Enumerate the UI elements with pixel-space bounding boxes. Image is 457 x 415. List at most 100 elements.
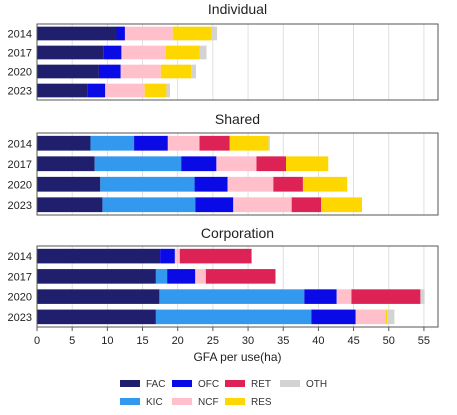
- bar-shared-2014-oth: [268, 135, 270, 151]
- bar-individual-2014-res: [172, 26, 212, 41]
- ytick-label-corporation-2020: 2020: [8, 292, 32, 304]
- bar-individual-2023-oth: [166, 83, 170, 98]
- panel-title-corporation: Corporation: [201, 225, 274, 241]
- bar-shared-2023-ret: [291, 197, 322, 213]
- bar-shared-2014-kic: [90, 135, 135, 151]
- ytick-label-shared-2023: 2023: [8, 200, 32, 212]
- legend-swatch-res: [225, 398, 245, 405]
- xtick-label-15: 15: [136, 335, 148, 347]
- bar-shared-2017-kic: [94, 156, 182, 172]
- bar-individual-2023-res: [144, 83, 167, 98]
- panel-frame-corporation: [36, 245, 439, 328]
- bar-individual-2023-ofc: [87, 83, 106, 98]
- legend-swatch-oth: [280, 380, 300, 387]
- xtick-label-0: 0: [34, 335, 40, 347]
- bar-corporation-2017-ret: [205, 269, 276, 284]
- bar-corporation-2017-fac: [37, 269, 156, 284]
- bar-individual-2017-fac: [37, 45, 104, 60]
- ytick-label-shared-2017: 2017: [8, 159, 32, 171]
- bar-shared-2020-kic: [100, 176, 195, 192]
- legend-label-ncf: NCF: [198, 397, 219, 408]
- ytick-label-shared-2020: 2020: [8, 179, 32, 191]
- bar-individual-2017-ncf: [121, 45, 166, 60]
- bar-shared-2020-ret: [273, 176, 303, 192]
- bar-corporation-2020-ofc: [304, 289, 337, 304]
- bar-shared-2014-fac: [37, 135, 91, 151]
- ytick-label-shared-2014: 2014: [8, 138, 32, 150]
- bar-individual-2014-oth: [211, 26, 218, 41]
- bar-corporation-2020-ret: [351, 289, 421, 304]
- bar-shared-2014-res: [229, 135, 269, 151]
- bar-corporation-2023-fac: [37, 309, 156, 325]
- bar-individual-2020-res: [160, 64, 192, 79]
- bar-corporation-2023-res: [385, 309, 388, 325]
- xtick-label-10: 10: [101, 335, 113, 347]
- xtick-label-20: 20: [172, 335, 184, 347]
- bar-shared-2017-ofc: [181, 156, 217, 172]
- legend-label-oth: OTH: [306, 379, 327, 390]
- bar-shared-2023-kic: [102, 197, 196, 213]
- ytick-label-corporation-2017: 2017: [8, 271, 32, 283]
- bar-corporation-2017-ofc: [167, 269, 196, 284]
- xtick-label-25: 25: [207, 335, 219, 347]
- bar-shared-2023-fac: [37, 197, 103, 213]
- ytick-label-corporation-2014: 2014: [8, 251, 32, 263]
- bar-shared-2017-ncf: [216, 156, 257, 172]
- xtick-label-5: 5: [69, 335, 75, 347]
- bar-shared-2014-ret: [199, 135, 230, 151]
- legend-label-ret: RET: [251, 379, 271, 390]
- legend-label-res: RES: [251, 397, 272, 408]
- bar-corporation-2014-fac: [37, 248, 161, 264]
- bar-corporation-2020-kic: [159, 289, 305, 304]
- legend-swatch-kic: [120, 398, 140, 405]
- legend-swatch-fac: [120, 380, 140, 387]
- xtick-label-30: 30: [242, 335, 254, 347]
- legend-swatch-ret: [225, 380, 245, 387]
- bar-shared-2023-res: [321, 197, 363, 213]
- bar-corporation-2017-ncf: [195, 269, 206, 284]
- xtick-label-35: 35: [277, 335, 289, 347]
- legend-label-ofc: OFC: [198, 379, 219, 390]
- bar-individual-2017-res: [165, 45, 200, 60]
- bar-corporation-2023-ncf: [355, 309, 386, 325]
- bar-shared-2020-ofc: [194, 176, 228, 192]
- bar-corporation-2020-ncf: [336, 289, 352, 304]
- bar-corporation-2023-kic: [155, 309, 312, 325]
- ytick-label-corporation-2023: 2023: [8, 312, 32, 324]
- bar-corporation-2014-ncf: [174, 248, 180, 264]
- bar-corporation-2023-oth: [387, 309, 395, 325]
- bar-individual-2014-fac: [37, 26, 117, 41]
- ytick-label-individual-2017: 2017: [8, 48, 32, 60]
- legend-swatch-ncf: [172, 398, 192, 405]
- bar-individual-2014-ncf: [124, 26, 173, 41]
- panel-title-shared: Shared: [215, 111, 260, 127]
- xtick-label-45: 45: [347, 335, 359, 347]
- bar-individual-2020-fac: [37, 64, 99, 79]
- bar-corporation-2017-kic: [155, 269, 168, 284]
- bar-individual-2014-ofc: [116, 26, 125, 41]
- bar-individual-2020-oth: [191, 64, 196, 79]
- bar-shared-2014-ncf: [167, 135, 200, 151]
- panel-frame-shared: [36, 132, 439, 216]
- bar-shared-2020-fac: [37, 176, 101, 192]
- bar-shared-2017-res: [286, 156, 329, 172]
- bar-corporation-2014-ofc: [160, 248, 175, 264]
- bar-corporation-2020-fac: [37, 289, 160, 304]
- bar-corporation-2014-ret: [179, 248, 252, 264]
- bar-shared-2017-ret: [256, 156, 287, 172]
- legend-swatch-ofc: [172, 380, 192, 387]
- bar-shared-2014-ofc: [134, 135, 168, 151]
- xtick-label-55: 55: [418, 335, 430, 347]
- bar-individual-2023-fac: [37, 83, 88, 98]
- ytick-label-individual-2023: 2023: [8, 86, 32, 98]
- legend-label-kic: KIC: [146, 397, 163, 408]
- x-axis-label: GFA per use(ha): [193, 350, 281, 364]
- bar-individual-2017-ofc: [103, 45, 122, 60]
- ytick-label-individual-2014: 2014: [8, 29, 32, 41]
- bar-individual-2023-ncf: [105, 83, 145, 98]
- bar-shared-2023-ncf: [233, 197, 292, 213]
- panel-frame-individual: [36, 23, 439, 101]
- bar-shared-2020-ncf: [227, 176, 274, 192]
- bar-shared-2020-res: [302, 176, 348, 192]
